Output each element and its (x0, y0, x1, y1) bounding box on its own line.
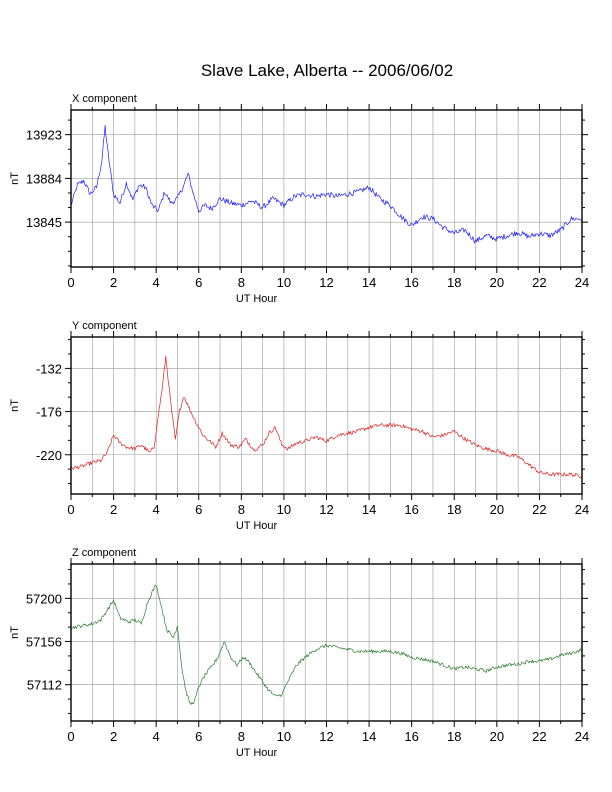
x-tick-label: 4 (153, 502, 160, 517)
series-line (70, 355, 583, 479)
y-tick-label: 57156 (26, 635, 62, 650)
x-axis-label: UT Hour (236, 520, 278, 532)
x-tick-label: 16 (404, 275, 418, 290)
x-tick-label: 20 (490, 729, 504, 744)
y-axis-label: nT (9, 626, 21, 639)
x-tick-label: 8 (238, 502, 245, 517)
x-tick-label: 20 (490, 275, 504, 290)
x-tick-label: 24 (575, 502, 589, 517)
x-tick-label: 22 (532, 502, 546, 517)
y-tick-label: -132 (36, 361, 62, 376)
x-tick-label: 6 (195, 502, 202, 517)
series-line (70, 584, 583, 705)
y-tick-label: 57200 (26, 591, 62, 606)
x-tick-label: 22 (532, 729, 546, 744)
y-tick-label: 13923 (26, 128, 62, 143)
x-tick-label: 14 (362, 275, 376, 290)
y-tick-label: 13845 (26, 215, 62, 230)
x-tick-label: 8 (238, 729, 245, 744)
x-tick-label: 16 (404, 502, 418, 517)
x-tick-label: 24 (575, 275, 589, 290)
x-tick-label: 20 (490, 502, 504, 517)
x-tick-label: 16 (404, 729, 418, 744)
x-tick-label: 12 (319, 729, 333, 744)
y-tick-label: -176 (36, 405, 62, 420)
x-tick-label: 18 (447, 275, 461, 290)
x-tick-label: 12 (319, 275, 333, 290)
x-tick-label: 18 (447, 502, 461, 517)
panel-label: Z component (72, 547, 136, 559)
x-tick-label: 10 (277, 729, 291, 744)
x-tick-label: 8 (238, 275, 245, 290)
x-tick-label: 24 (575, 729, 589, 744)
x-tick-label: 2 (110, 502, 117, 517)
x-tick-label: 12 (319, 502, 333, 517)
x-tick-label: 22 (532, 275, 546, 290)
y-axis-label: nT (9, 399, 21, 412)
x-tick-label: 4 (153, 729, 160, 744)
y-tick-label: 57112 (27, 678, 62, 693)
x-tick-label: 0 (67, 275, 74, 290)
x-tick-label: 0 (67, 502, 74, 517)
x-tick-label: 10 (277, 275, 291, 290)
x-tick-label: 2 (110, 729, 117, 744)
y-tick-label: -220 (36, 448, 62, 463)
x-tick-label: 14 (362, 729, 376, 744)
x-axis-label: UT Hour (236, 747, 278, 759)
x-tick-label: 6 (195, 729, 202, 744)
x-axis-label: UT Hour (236, 293, 278, 305)
y-tick-label: 13884 (26, 171, 62, 186)
x-tick-label: 14 (362, 502, 376, 517)
panel-label: X component (72, 93, 137, 105)
x-tick-label: 10 (277, 502, 291, 517)
y-axis-label: nT (9, 172, 21, 185)
x-tick-label: 6 (195, 275, 202, 290)
x-tick-label: 4 (153, 275, 160, 290)
page-title: Slave Lake, Alberta -- 2006/06/02 (201, 61, 453, 80)
series-line (70, 125, 583, 244)
x-tick-label: 0 (67, 729, 74, 744)
x-tick-label: 18 (447, 729, 461, 744)
x-tick-label: 2 (110, 275, 117, 290)
panel-label: Y component (72, 320, 137, 332)
